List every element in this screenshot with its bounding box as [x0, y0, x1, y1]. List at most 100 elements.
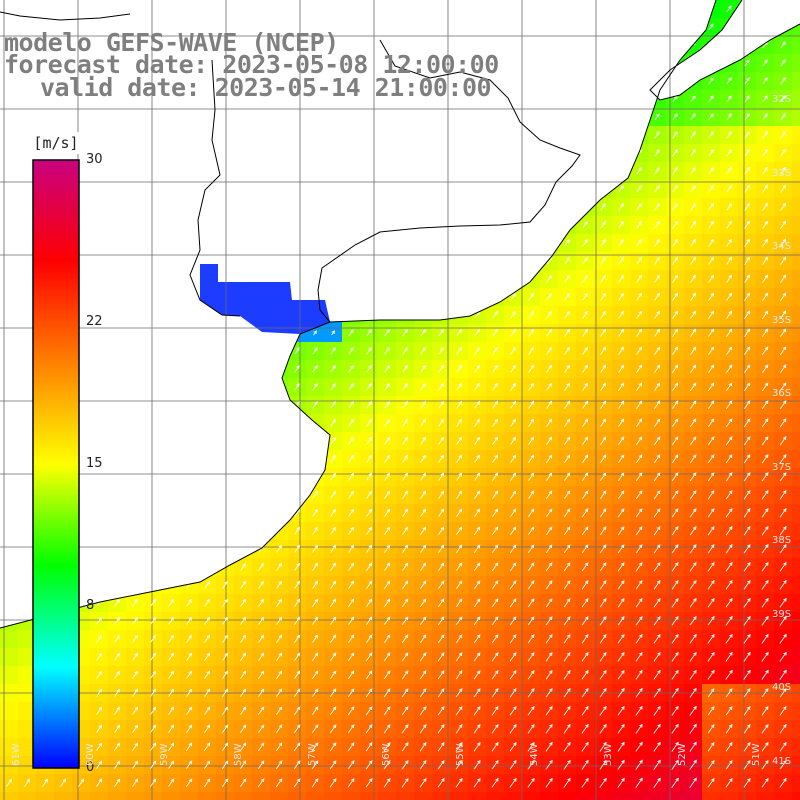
wind-arrow	[671, 723, 679, 734]
wind-arrow	[654, 310, 661, 319]
wind-arrow	[473, 580, 481, 590]
wind-arrow	[473, 616, 481, 626]
wind-arrow	[455, 616, 463, 626]
wind-arrow	[743, 472, 751, 482]
wind-arrow	[581, 544, 589, 554]
wind-arrow	[545, 598, 553, 608]
wind-arrow	[150, 634, 156, 643]
wind-arrow	[581, 634, 589, 644]
wind-speed-cell	[486, 792, 505, 800]
wind-arrow	[762, 256, 769, 265]
wind-arrow	[779, 706, 787, 716]
border-path	[189, 59, 241, 317]
wind-arrow	[437, 616, 445, 626]
wind-arrow	[635, 508, 643, 518]
wind-arrow	[635, 472, 643, 482]
wind-arrow	[258, 670, 265, 679]
wind-arrow	[384, 472, 390, 481]
wind-arrow	[744, 220, 751, 229]
wind-arrow	[564, 238, 570, 247]
wind-arrow	[690, 113, 696, 121]
wind-arrow	[726, 130, 732, 139]
wind-arrow	[330, 365, 336, 373]
wind-arrow	[653, 633, 661, 644]
wind-arrow	[726, 148, 732, 157]
wind-arrow	[510, 292, 516, 301]
wind-arrow	[239, 778, 247, 788]
wind-arrow	[492, 310, 498, 319]
wind-arrow	[420, 472, 427, 481]
wind-arrow	[384, 418, 390, 427]
wind-arrow	[474, 400, 480, 409]
wind-arrow	[240, 706, 247, 716]
wind-arrow	[726, 59, 732, 67]
wind-arrow	[365, 634, 373, 644]
wind-arrow	[779, 525, 787, 536]
wind-arrow	[384, 382, 390, 391]
wind-arrow	[330, 544, 337, 553]
wind-arrow	[780, 256, 787, 265]
wind-arrow	[437, 652, 445, 662]
wind-arrow	[725, 544, 733, 554]
wind-arrow	[330, 526, 337, 535]
wind-arrow	[654, 382, 661, 391]
wind-arrow	[365, 778, 373, 788]
wind-arrow	[546, 292, 552, 301]
wind-arrow	[780, 95, 786, 103]
wind-arrow	[599, 723, 607, 734]
wind-arrow	[653, 526, 661, 536]
wind-arrow	[689, 562, 697, 572]
wind-arrow	[744, 113, 750, 121]
wind-arrow	[654, 202, 660, 211]
wind-speed-cell	[792, 468, 800, 487]
wind-arrow	[689, 597, 697, 608]
wind-arrow	[527, 759, 535, 770]
wind-arrow	[671, 651, 679, 662]
wind-speed-cell	[792, 504, 800, 523]
wind-speed-cell	[270, 792, 289, 800]
wind-arrow	[671, 633, 679, 644]
latitude-label: 39S	[772, 608, 792, 620]
wind-arrow	[582, 382, 589, 391]
wind-arrow	[240, 670, 247, 679]
wind-arrow	[761, 418, 769, 428]
wind-arrow	[455, 580, 463, 590]
wind-arrow	[203, 778, 211, 788]
wind-speed-cell	[612, 792, 631, 800]
wind-arrow	[185, 760, 193, 770]
wind-arrow	[491, 670, 499, 680]
wind-arrow	[617, 634, 625, 644]
wind-arrow	[348, 616, 355, 626]
wind-arrow	[456, 328, 462, 337]
wind-arrow	[690, 59, 696, 67]
wind-arrow	[491, 741, 499, 752]
wind-speed-cell	[792, 558, 800, 577]
wind-arrow	[384, 454, 390, 463]
wind-arrow	[707, 651, 715, 662]
wind-arrow	[599, 526, 607, 536]
wind-arrow	[527, 777, 535, 788]
wind-arrow	[420, 346, 426, 355]
wind-arrow	[762, 292, 769, 301]
wind-arrow	[635, 687, 643, 698]
wind-arrow	[636, 418, 643, 428]
wind-arrow	[420, 436, 426, 445]
wind-arrow	[96, 616, 102, 625]
wind-arrow	[744, 95, 750, 103]
wind-arrow	[780, 23, 786, 31]
wind-arrow	[419, 778, 427, 788]
wind-arrow	[599, 562, 607, 572]
wind-arrow	[654, 113, 660, 121]
wind-arrow	[456, 418, 462, 427]
wind-arrow	[744, 5, 750, 13]
wind-arrow	[726, 95, 732, 103]
wind-arrow	[509, 544, 517, 554]
wind-speed-cell	[792, 108, 800, 127]
wind-arrow	[204, 688, 211, 697]
wind-arrow	[779, 454, 787, 464]
wind-arrow	[744, 328, 751, 338]
wind-arrow	[401, 742, 409, 752]
wind-arrow	[707, 436, 715, 446]
wind-arrow	[564, 472, 571, 482]
wind-arrow	[780, 41, 786, 49]
